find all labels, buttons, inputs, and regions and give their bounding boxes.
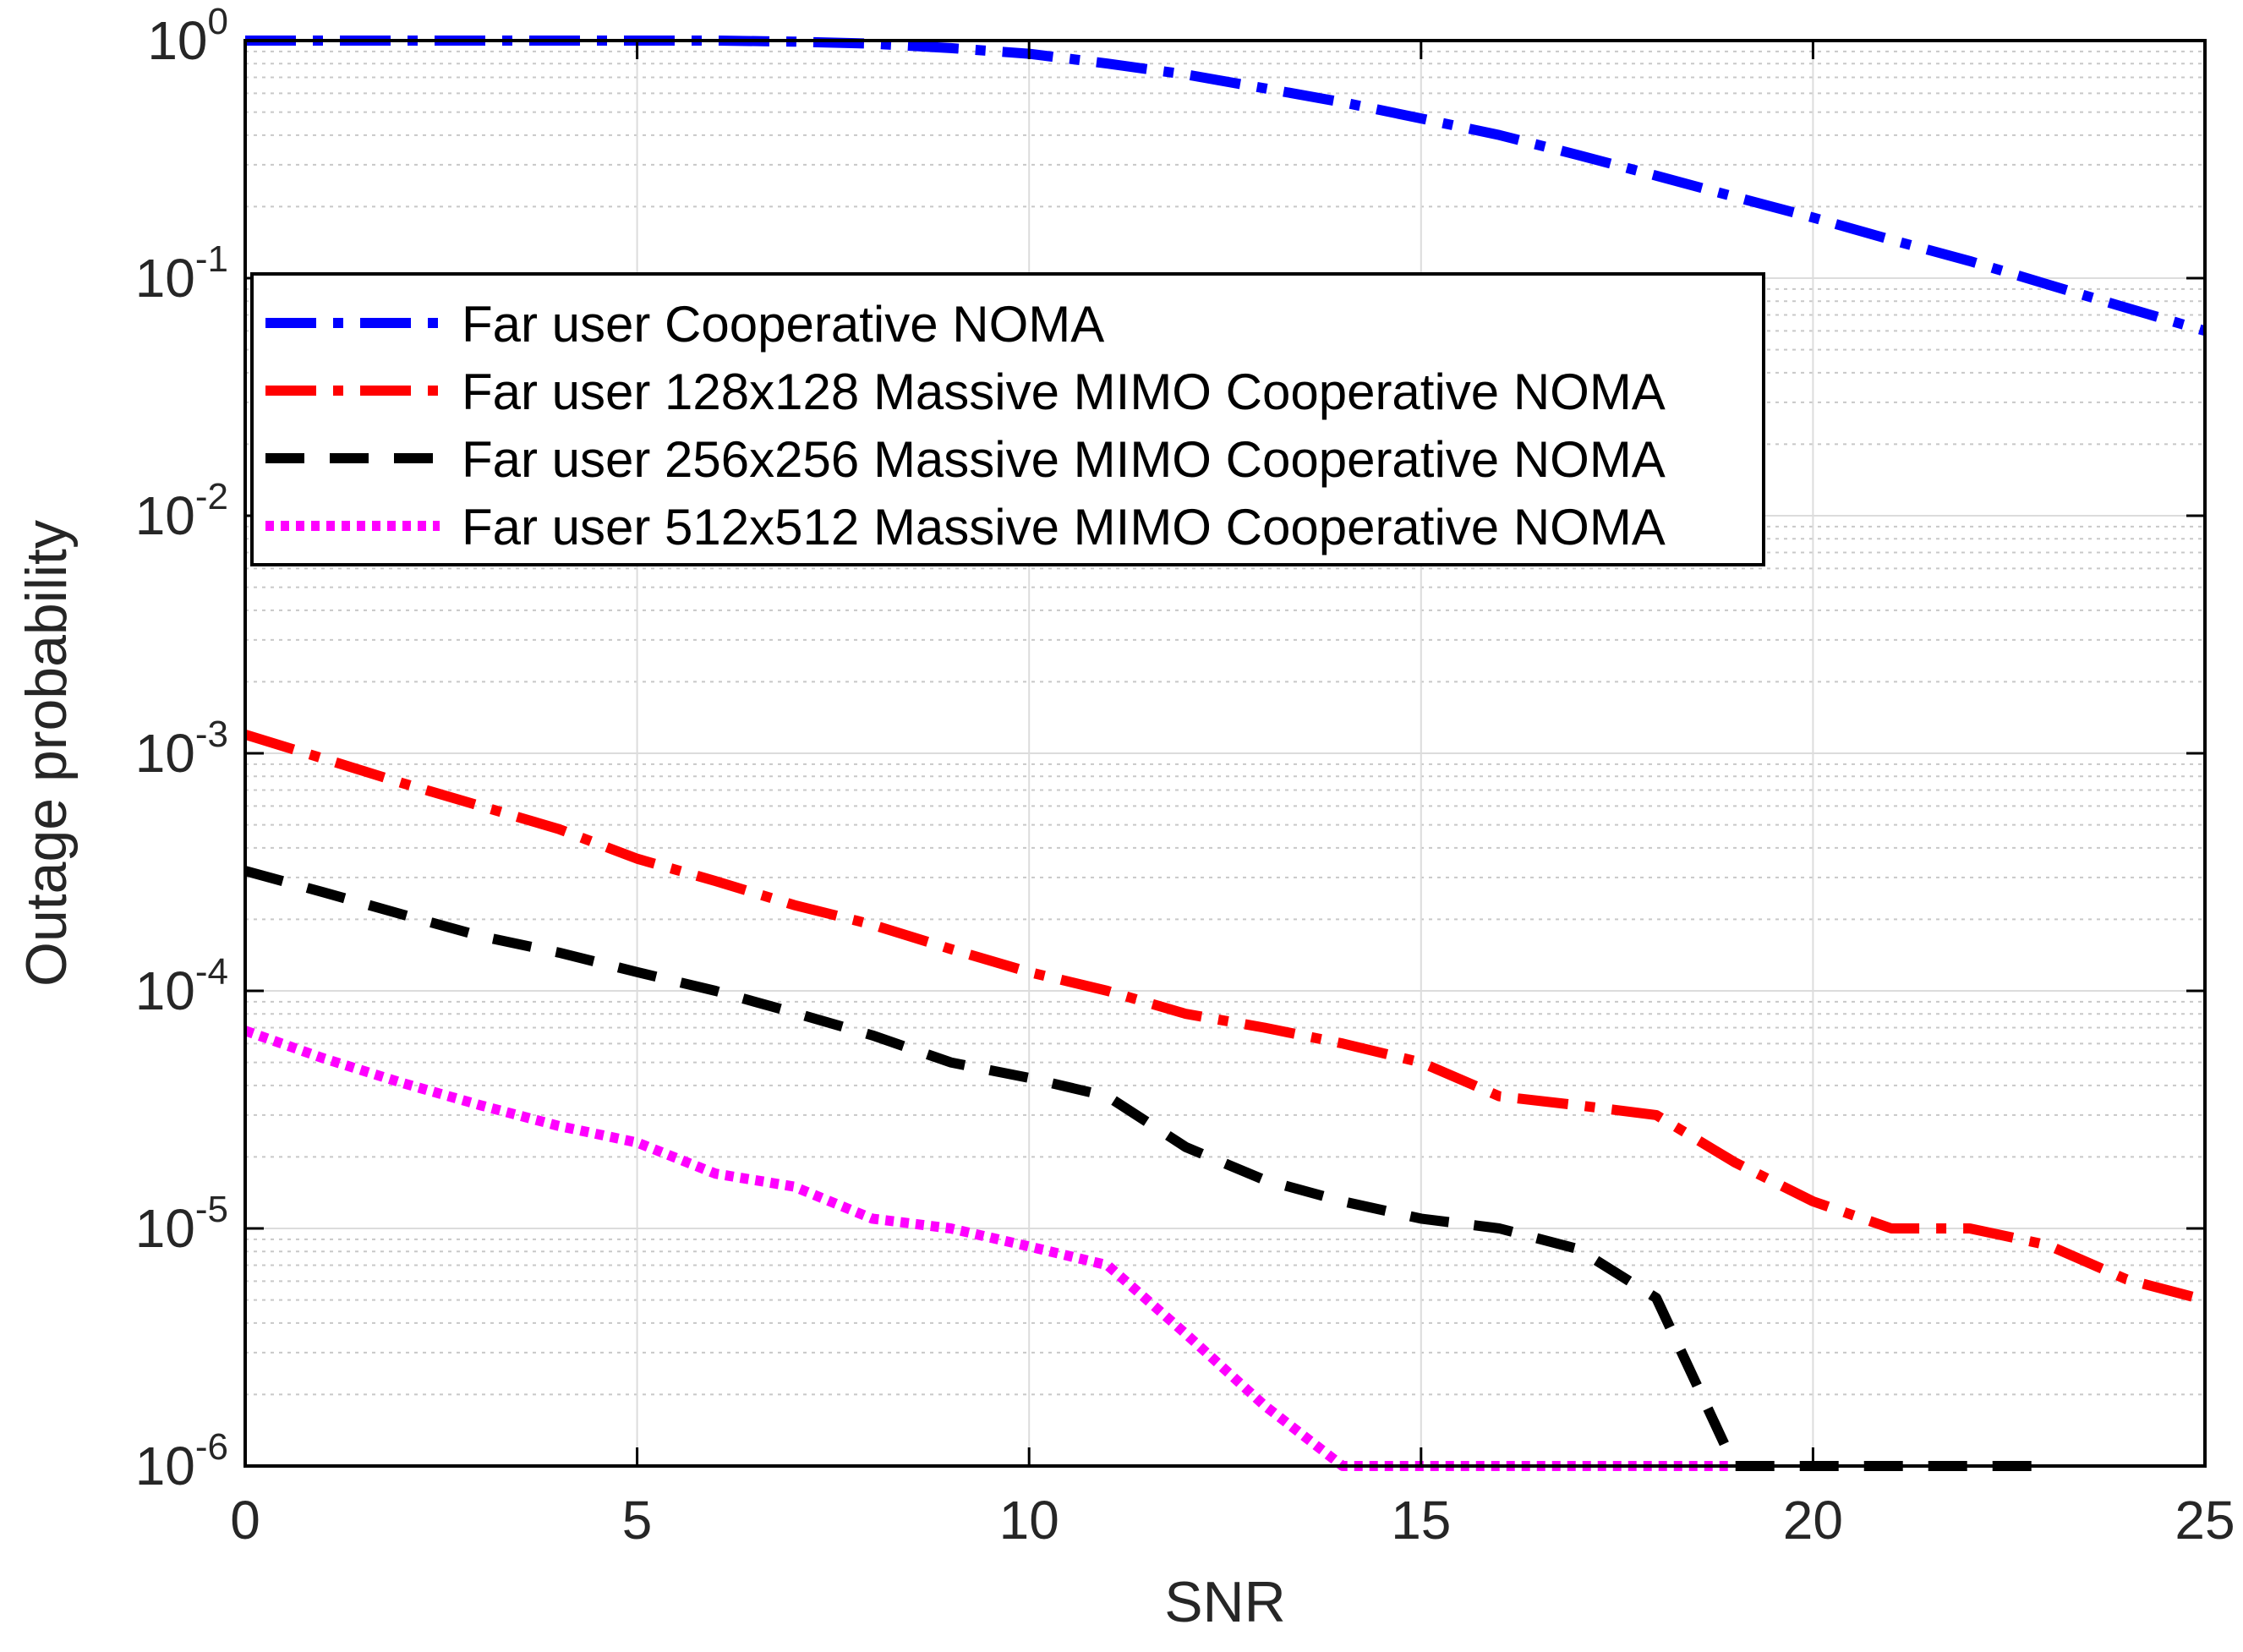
legend-label-1: Far user Cooperative NOMA	[462, 296, 1104, 353]
y-tick-label: 10-5	[135, 1189, 228, 1259]
legend-label-3: Far user 256x256 Massive MIMO Cooperativ…	[462, 431, 1666, 488]
y-tick-labels: 100 10-1 10-2 10-3 10-4 10-5 10-6	[135, 1, 228, 1496]
x-tick-label: 10	[999, 1490, 1059, 1551]
y-tick-label: 10-4	[135, 951, 228, 1021]
y-tick-label: 100	[147, 1, 228, 71]
y-axis-label: Outage probability	[14, 520, 79, 987]
ticks	[243, 39, 2207, 1468]
legend: Far user Cooperative NOMA Far user 128x12…	[250, 272, 1765, 566]
legend-label-4: Far user 512x512 Massive MIMO Cooperativ…	[462, 499, 1666, 555]
y-tick-label: 10-3	[135, 714, 228, 784]
x-tick-label: 20	[1783, 1490, 1843, 1551]
series-line-4	[243, 1026, 1735, 1471]
legend-label-2: Far user 128x128 Massive MIMO Cooperativ…	[462, 364, 1666, 420]
x-axis-label: SNR	[1164, 1570, 1286, 1634]
series-line-2	[243, 730, 2207, 1305]
y-tick-label: 10-1	[135, 238, 228, 309]
x-tick-label: 25	[2175, 1490, 2235, 1551]
y-tick-label: 10-2	[135, 476, 228, 546]
x-tick-label: 15	[1391, 1490, 1451, 1551]
x-tick-labels: 0 5 10 15 20 25	[230, 1490, 2235, 1551]
x-tick-label: 0	[230, 1490, 260, 1551]
legend-box	[250, 272, 1765, 566]
x-tick-label: 5	[622, 1490, 653, 1551]
y-tick-label: 10-6	[135, 1426, 228, 1496]
